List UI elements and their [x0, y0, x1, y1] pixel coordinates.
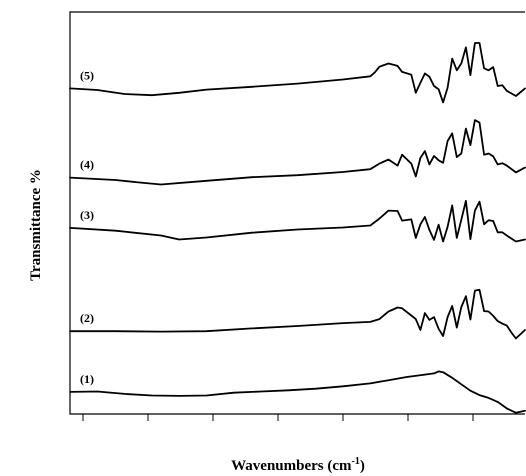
- x-axis-label-sup: -1: [352, 456, 360, 467]
- series-labels: (1) (2) (3) (4) (5): [80, 68, 94, 386]
- series-label-1: (1): [80, 372, 94, 386]
- series-line-3: [69, 200, 526, 243]
- series-line-4: [69, 119, 526, 186]
- x-axis-label-close: ): [360, 458, 365, 474]
- x-axis-label-text: Wavenumbers (cm: [231, 458, 352, 474]
- plot-axes: [69, 11, 525, 421]
- series-line-5: [69, 42, 526, 104]
- series-line-1: [69, 370, 526, 414]
- series-label-2: (2): [80, 311, 94, 325]
- x-axis-label: Wavenumbers (cm-1): [231, 456, 365, 474]
- series-label-3: (3): [80, 208, 94, 222]
- spectra-curves: [69, 42, 526, 414]
- plot-frame: [69, 11, 525, 415]
- series-line-2: [69, 288, 526, 340]
- y-axis-label: Transmittance %: [28, 169, 44, 281]
- series-label-4: (4): [80, 158, 94, 172]
- series-label-5: (5): [80, 68, 94, 82]
